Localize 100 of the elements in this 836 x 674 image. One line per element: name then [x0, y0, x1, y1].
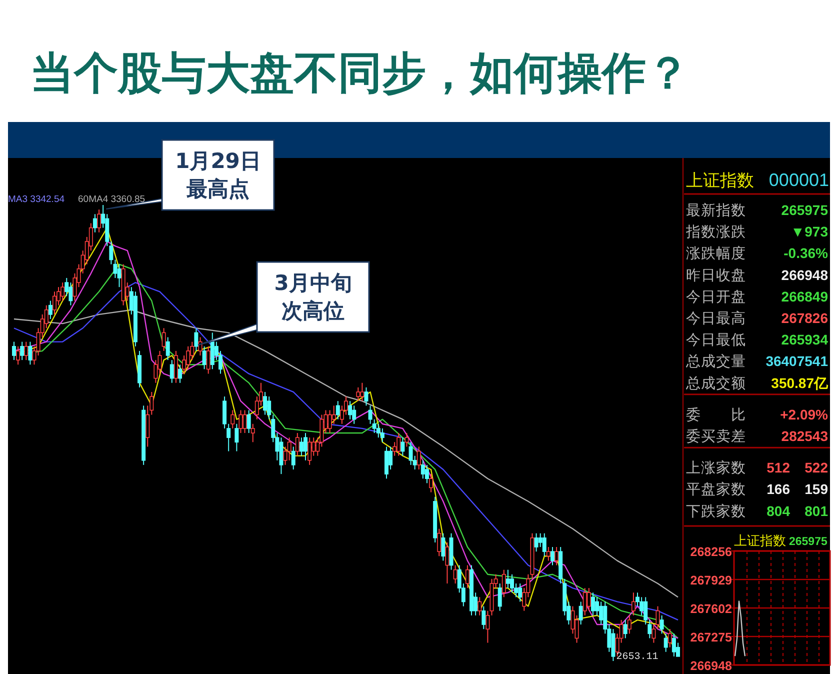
- y-tick-label: 267929: [690, 574, 732, 588]
- candlestick: [416, 446, 421, 470]
- candlestick: [441, 532, 446, 562]
- candlestick: [502, 569, 506, 598]
- candlestick: [20, 341, 24, 361]
- candlestick: [92, 214, 97, 233]
- candlestick: [554, 546, 559, 566]
- candlestick: [348, 400, 352, 420]
- candlestick: [194, 328, 198, 352]
- candlestick: [465, 564, 470, 589]
- text: 000001: [768, 170, 829, 190]
- candlestick: [174, 350, 178, 384]
- candlestick: [198, 336, 202, 356]
- candlestick: [246, 410, 251, 434]
- category-label: 总成交额: [685, 374, 746, 392]
- candlestick: [582, 588, 587, 616]
- candlestick: [478, 596, 482, 616]
- annotation: 60MA4 3360.85: [78, 194, 146, 205]
- candlestick: [404, 432, 409, 448]
- candlestick: [279, 437, 284, 475]
- candlestick: [308, 437, 312, 466]
- candlestick: [48, 300, 52, 320]
- text: +2.09%: [780, 406, 828, 422]
- text: 36407541: [766, 353, 828, 370]
- candlestick: [408, 442, 413, 466]
- text: 166: [766, 481, 790, 498]
- text: ▼973: [790, 224, 828, 240]
- candlestick: [518, 582, 522, 602]
- candlestick: [574, 614, 579, 644]
- category-label: 涨跌幅度: [686, 245, 746, 262]
- candlestick: [328, 410, 332, 434]
- category-label: 今日开盘: [686, 288, 746, 306]
- candlestick: [287, 437, 292, 461]
- text: 350.87亿: [771, 374, 828, 391]
- text: 804: [766, 502, 790, 519]
- category-label: 上涨家数: [686, 460, 746, 477]
- text: 266849: [781, 288, 828, 304]
- candlestick: [546, 546, 550, 562]
- text: 265975: [781, 202, 828, 218]
- category-label: 昨日收盘: [686, 266, 746, 284]
- candlestick: [158, 350, 162, 374]
- candlestick: [542, 532, 546, 557]
- text: 267826: [781, 310, 828, 326]
- text: 266948: [781, 266, 828, 283]
- candlestick: [16, 346, 20, 366]
- annotation: MA3 3342.54: [8, 194, 65, 205]
- candlestick: [170, 360, 174, 384]
- text: 265934: [781, 332, 828, 348]
- candlestick: [611, 628, 616, 662]
- category-label: 平盘家数: [686, 481, 746, 498]
- category-label: 最新指数: [686, 202, 746, 219]
- text: 上证指数: [686, 171, 754, 191]
- candlestick: [178, 364, 182, 384]
- candlestick: [24, 341, 28, 361]
- candlestick: [599, 601, 604, 626]
- text: -0.36%: [784, 245, 828, 262]
- candlestick: [263, 391, 268, 416]
- candlestick: [72, 272, 77, 302]
- candlestick: [445, 542, 450, 584]
- callout: 3月中旬 次高位: [198, 261, 370, 346]
- candlestick: [242, 410, 247, 434]
- candlestick: [295, 432, 300, 456]
- candlestick: [384, 446, 388, 480]
- text: 282543: [781, 428, 828, 444]
- candlestick: [299, 437, 304, 456]
- category-label: 下跌家数: [686, 502, 746, 520]
- candlestick: [652, 624, 656, 644]
- candlestick: [437, 528, 442, 557]
- candlestick: [534, 532, 538, 552]
- candlestick: [396, 432, 401, 456]
- candlestick: [510, 574, 514, 594]
- candlestick: [360, 382, 364, 402]
- chart-title: 上证指数: [734, 534, 786, 549]
- candlestick: [364, 386, 368, 406]
- candlestick: [664, 633, 668, 652]
- candlestick: [186, 346, 190, 370]
- candlestick: [206, 346, 210, 374]
- text: 522: [804, 460, 828, 476]
- candlestick: [498, 582, 502, 612]
- category-label: 指数涨跌: [685, 224, 746, 241]
- candlestick: [400, 437, 405, 456]
- annotation: 次高位: [282, 299, 344, 323]
- candlestick: [234, 423, 239, 452]
- candlestick: [210, 332, 214, 370]
- candlestick: [482, 606, 486, 630]
- text: 801: [804, 502, 828, 519]
- candlestick: [627, 614, 632, 634]
- candlestick: [238, 410, 243, 434]
- candlestick: [60, 282, 65, 302]
- candlestick: [162, 328, 166, 352]
- candlestick: [380, 428, 384, 443]
- candlestick: [68, 282, 73, 306]
- y-tick-label: 267275: [690, 630, 732, 644]
- candlestick: [336, 400, 340, 420]
- y-tick-label: 268256: [690, 545, 732, 559]
- annotation: 2653.11: [616, 652, 658, 663]
- candlestick: [429, 474, 434, 493]
- candlestick: [356, 386, 360, 402]
- candlestick: [420, 460, 425, 480]
- candlestick: [166, 336, 170, 361]
